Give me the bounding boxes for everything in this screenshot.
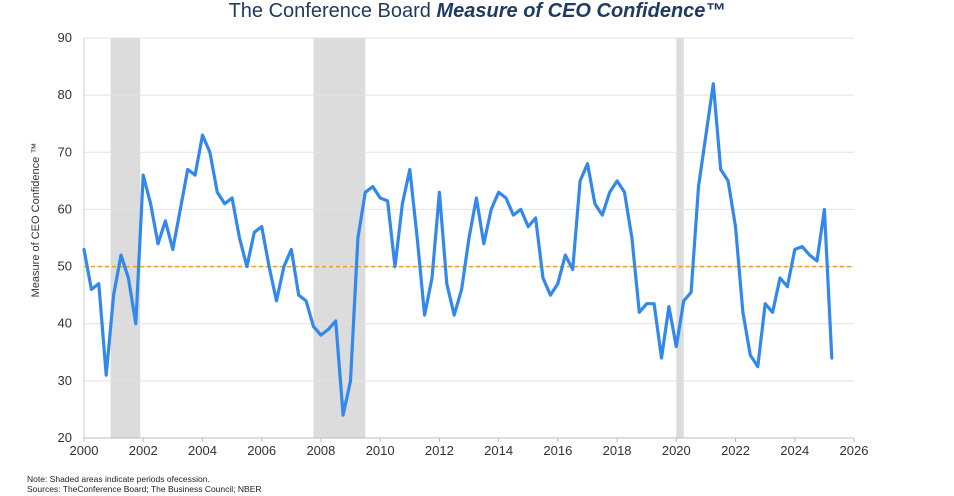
series-lines — [82, 82, 834, 417]
recession-band-1 — [110, 38, 141, 438]
chart-notes: Note: Shaded areas indicate periods ofec… — [27, 474, 262, 494]
x-tick-label-2014: 2014 — [484, 443, 513, 458]
x-tick-label-2008: 2008 — [306, 443, 335, 458]
x-tick-label-2006: 2006 — [247, 443, 276, 458]
chart-title: The Conference Board Measure of CEO Conf… — [0, 0, 954, 22]
x-tick-labels: 2000 2002 2004 2006 2008 2010 2012 2014 2016 2018… — [70, 438, 869, 458]
note-sources: Sources: TheConference Board; The Busine… — [27, 484, 262, 494]
y-tick-label-40: 40 — [58, 316, 72, 331]
y-tick-label-90: 90 — [58, 30, 72, 45]
gridlines — [84, 37, 854, 382]
x-tick-label-2022: 2022 — [721, 443, 750, 458]
x-tick-label-2012: 2012 — [425, 443, 454, 458]
x-tick-label-2010: 2010 — [366, 443, 395, 458]
x-tick-label-2004: 2004 — [188, 443, 217, 458]
recession-band-3 — [676, 38, 684, 438]
x-tick-label-2002: 2002 — [129, 443, 158, 458]
y-tick-label-60: 60 — [58, 201, 72, 216]
x-tick-label-2018: 2018 — [603, 443, 632, 458]
series-line-1 — [82, 82, 834, 417]
x-tick-label-2020: 2020 — [662, 443, 691, 458]
y-tick-label-30: 30 — [58, 373, 72, 388]
y-axis-label: Measure of CEO Confidence ™ — [30, 143, 42, 298]
y-tick-label-20: 20 — [58, 430, 72, 445]
y-tick-label-50: 50 — [58, 259, 72, 274]
chart-title-plain: The Conference Board — [228, 0, 437, 22]
x-tick-label-2026: 2026 — [840, 443, 869, 458]
x-tick-label-2016: 2016 — [543, 443, 572, 458]
y-tick-label-70: 70 — [58, 144, 72, 159]
y-tick-labels: 20 30 40 50 60 70 80 90 — [58, 30, 72, 445]
x-tick-label-2024: 2024 — [780, 443, 809, 458]
line-chart: 20 30 40 50 60 70 80 90 2000 2002 2004 2006 2008 201… — [30, 30, 869, 458]
y-tick-label-80: 80 — [58, 87, 72, 102]
axes — [83, 38, 854, 439]
note-recession: Note: Shaded areas indicate periods ofec… — [27, 474, 210, 484]
chart-title-emphasis: Measure of CEO Confidence™ — [436, 0, 726, 22]
x-tick-label-2000: 2000 — [70, 443, 99, 458]
